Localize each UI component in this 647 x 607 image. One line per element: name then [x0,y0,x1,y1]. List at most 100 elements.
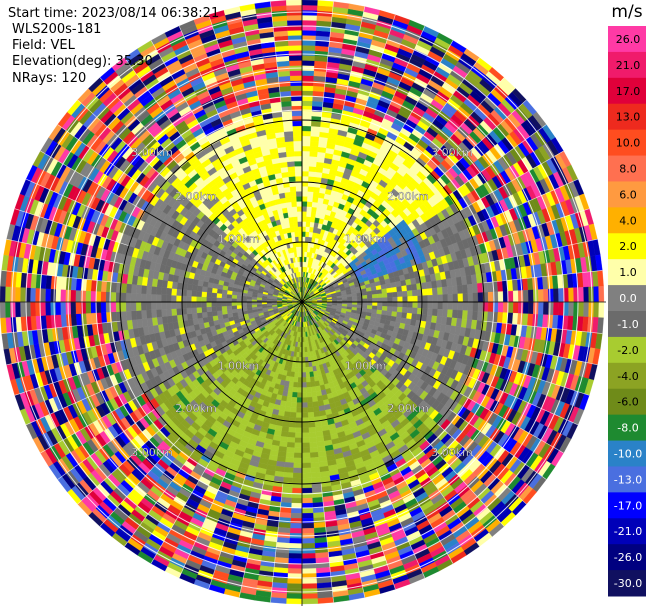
velocity-gate [313,186,321,193]
velocity-gate [305,376,311,383]
velocity-gate [377,301,383,307]
velocity-gate [578,287,585,303]
velocity-gate [386,287,393,294]
velocity-gate [286,583,303,590]
velocity-gate [341,297,348,301]
velocity-gate [447,293,454,303]
velocity-gate [288,543,303,549]
velocity-gate [301,517,314,524]
velocity-gate [568,301,574,317]
velocity-gate [284,406,292,413]
velocity-gate [462,301,469,311]
velocity-gate [301,40,316,46]
velocity-gate [467,283,474,294]
velocity-gate [372,297,378,303]
velocity-gate [396,291,403,298]
velocity-gate [477,311,484,322]
velocity-gate [392,301,398,308]
velocity-gate [301,130,312,137]
velocity-gate [301,598,318,605]
velocity-gate [411,283,418,291]
velocity-gate [401,307,408,314]
velocity-gate [286,447,295,453]
velocity-gate [301,442,310,449]
velocity-gate [583,286,590,303]
velocity-gate [301,85,314,92]
velocity-gate [301,246,306,252]
velocity-gate [436,287,443,296]
velocity-gate [352,298,358,303]
velocity-gate [543,301,549,316]
velocity-gate [301,467,312,474]
velocity-gate [311,206,318,213]
velocity-gate [309,376,315,383]
velocity-gate [597,317,604,334]
velocity-gate [296,397,303,403]
velocity-gate [291,391,298,398]
velocity-gate [376,289,383,295]
velocity-gate [497,291,504,303]
velocity-gate [308,366,314,373]
velocity-gate [306,391,313,398]
velocity-gate [301,528,315,534]
velocity-gate [308,436,317,443]
velocity-gate [301,397,308,403]
velocity-gate [286,598,303,605]
velocity-gate [301,362,306,368]
velocity-gate [298,367,303,373]
velocity-gate [487,281,494,293]
velocity-gate [293,376,299,383]
velocity-gate [457,293,464,303]
velocity-gate [528,289,534,303]
velocity-gate [392,296,398,303]
velocity-gate [303,341,307,348]
velocity-gate [437,301,444,310]
velocity-gate [301,211,307,217]
velocity-gate [457,284,464,294]
velocity-gate [307,406,314,413]
velocity-gate [310,472,321,479]
velocity-gate [308,421,316,428]
velocity-gate [306,396,313,403]
velocity-gate [412,295,418,303]
velocity-gate [305,226,311,233]
velocity-gate [301,170,310,177]
velocity-gate [307,401,314,408]
velocity-gate [421,288,428,296]
velocity-gate [366,290,373,296]
velocity-gate [406,284,413,292]
velocity-gate [301,206,308,212]
velocity-gate [310,130,321,137]
velocity-gate [387,301,393,307]
velocity-gate [421,314,428,322]
velocity-gate [412,301,418,309]
velocity-gate [467,310,474,321]
velocity-gate [391,291,398,298]
velocity-gate [558,288,564,303]
velocity-gate [301,196,308,202]
velocity-gate [578,301,585,317]
velocity-gate [426,308,433,316]
velocity-gate [289,538,303,544]
velocity-gate [280,497,292,504]
velocity-gate [288,421,296,428]
velocity-gate [294,427,303,434]
velocity-gate [306,216,312,223]
velocity-gate [351,296,358,300]
velocity-gate [291,497,303,504]
velocity-gate [553,288,559,303]
velocity-gate [301,165,310,172]
velocity-gate [312,497,324,504]
velocity-gate [598,301,605,318]
velocity-gate [301,382,307,388]
velocity-gate [291,487,303,494]
velocity-gate [311,487,323,494]
velocity-gate [301,447,311,454]
velocity-gate [305,366,310,373]
velocity-gate [397,296,403,303]
velocity-gate [317,0,334,7]
velocity-gate [294,432,303,439]
velocity-gate [292,472,303,479]
velocity-gate [391,311,398,318]
velocity-gate [301,55,316,61]
